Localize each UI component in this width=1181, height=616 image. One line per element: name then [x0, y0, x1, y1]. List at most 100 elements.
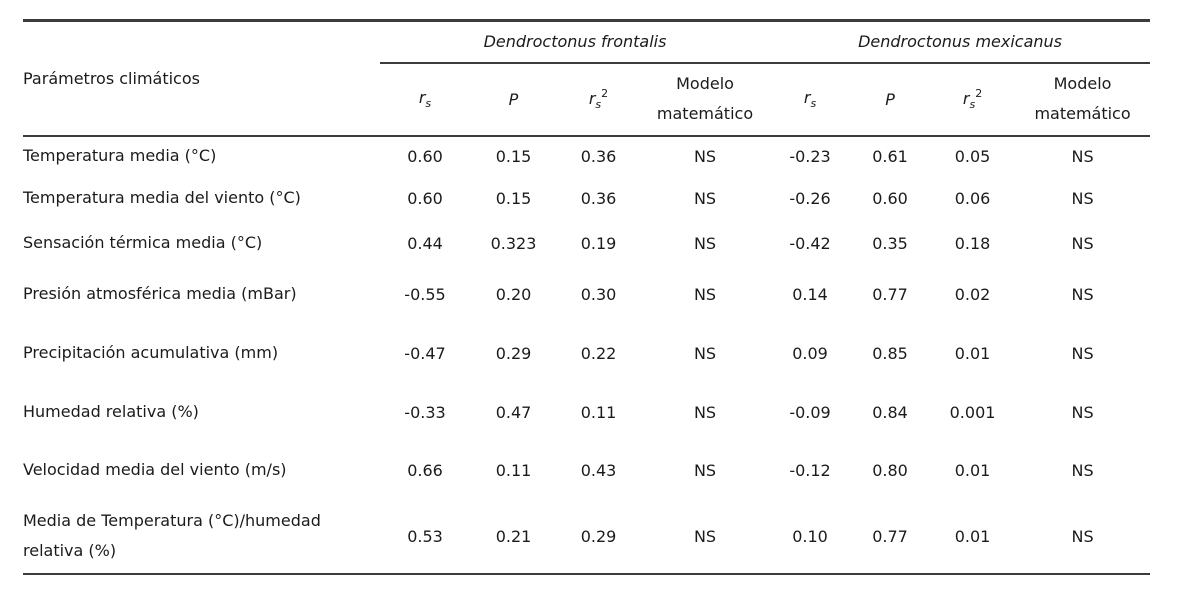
model-line2: matemático [656, 104, 754, 123]
table-row: Media de Temperatura (°C)/humedad relati… [23, 500, 1150, 574]
mexicanus-p-value: 0.35 [872, 233, 908, 253]
mexicanus-model-value: NS [1071, 460, 1094, 480]
header-rs-frontalis: rs [380, 62, 470, 137]
mexicanus-rs2-value: 0.18 [954, 233, 991, 253]
header-rs-mexicanus: rs [770, 62, 851, 137]
species-header-mexicanus: Dendroctonus mexicanus [770, 20, 1151, 64]
rs-symbol: rs [418, 87, 432, 111]
mexicanus-model-value: NS [1071, 285, 1094, 304]
frontalis-model-value: NS [693, 233, 717, 253]
row-label: Presión atmosférica media (mBar) [23, 284, 297, 304]
mexicanus-rs-value: 0.14 [792, 285, 828, 304]
frontalis-p-value: 0.15 [495, 188, 532, 208]
mexicanus-rs2-value: 0.01 [954, 526, 991, 546]
correlation-table: Parámetros climáticos Dendroctonus front… [23, 19, 1151, 575]
frontalis-rs2-value: 0.36 [580, 147, 617, 166]
param-column-header: Parámetros climáticos [23, 20, 380, 137]
mexicanus-p-value: 0.77 [872, 526, 908, 546]
table-row: Sensación térmica media (°C) 0.44 0.323 … [23, 220, 1150, 267]
row-label: Velocidad media del viento (m/s) [23, 459, 287, 479]
row-label: Precipitación acumulativa (mm) [23, 342, 279, 362]
frontalis-rs2-value: 0.30 [580, 285, 617, 304]
table-body: Temperatura media (°C) 0.60 0.15 0.36 NS… [23, 136, 1150, 574]
mexicanus-rs-value: -0.09 [789, 402, 831, 422]
frontalis-model-value: NS [693, 343, 717, 363]
frontalis-rs2-value: 0.22 [580, 343, 617, 363]
table-row: Temperatura media del viento (°C) 0.60 0… [23, 177, 1150, 220]
model-line1: Modelo [676, 73, 734, 93]
p-symbol: P [508, 89, 519, 109]
header-p-frontalis: P [470, 62, 557, 137]
frontalis-p-value: 0.21 [495, 526, 532, 546]
frontalis-p-value: 0.20 [495, 285, 532, 304]
frontalis-model-value: NS [693, 402, 717, 422]
frontalis-rs-value: 0.44 [407, 233, 443, 253]
mexicanus-model-value: NS [1071, 526, 1094, 546]
frontalis-model-value: NS [693, 147, 717, 166]
mexicanus-rs-value: -0.23 [789, 147, 831, 166]
stat-header-row: rs P rs2 Modelo matemático rs P rs2 Model… [23, 62, 1151, 137]
mexicanus-p-value: 0.80 [872, 460, 908, 480]
frontalis-model-value: NS [693, 188, 717, 208]
mexicanus-rs2-value: 0.001 [949, 402, 996, 422]
header-rs2-mexicanus: rs2 [930, 62, 1016, 137]
mexicanus-rs-value: 0.09 [792, 343, 828, 363]
mexicanus-rs2-value: 0.05 [954, 147, 991, 166]
mexicanus-p-value: 0.77 [872, 285, 908, 304]
mexicanus-model-value: NS [1071, 147, 1094, 166]
frontalis-p-value: 0.29 [495, 343, 532, 363]
frontalis-rs2-value: 0.19 [580, 233, 617, 253]
species-header-row: Parámetros climáticos Dendroctonus front… [23, 20, 1151, 137]
model-line1: Modelo [1053, 73, 1112, 93]
frontalis-p-value: 0.11 [495, 460, 532, 480]
mexicanus-p-value: 0.60 [872, 188, 908, 208]
mexicanus-model-value: NS [1071, 343, 1094, 363]
mexicanus-model-value: NS [1071, 402, 1094, 422]
mexicanus-p-value: 0.84 [872, 402, 908, 422]
table-row: Humedad relativa (%) -0.33 0.47 0.11 NS … [23, 384, 1150, 441]
row-label: Humedad relativa (%) [23, 401, 199, 421]
header-p-mexicanus: P [850, 62, 931, 137]
mexicanus-p-value: 0.61 [872, 147, 908, 166]
frontalis-model-value: NS [693, 285, 717, 304]
table-header: Parámetros climáticos Dendroctonus front… [23, 20, 1151, 137]
mexicanus-rs-value: -0.12 [789, 460, 831, 480]
frontalis-rs-value: -0.55 [404, 285, 446, 304]
frontalis-rs2-value: 0.11 [580, 402, 617, 422]
frontalis-p-value: 0.47 [495, 402, 532, 422]
frontalis-rs2-value: 0.29 [580, 526, 617, 546]
row-label: Sensación térmica media (°C) [23, 232, 263, 252]
row-label: Media de Temperatura (°C)/humedad relati… [23, 510, 321, 560]
mexicanus-p-value: 0.85 [872, 343, 908, 363]
frontalis-p-value: 0.323 [490, 233, 537, 253]
p-symbol: P [885, 89, 895, 109]
row-label: Temperatura media (°C) [23, 146, 217, 166]
table-row: Temperatura media (°C) 0.60 0.15 0.36 NS… [23, 136, 1150, 177]
mexicanus-model-value: NS [1071, 188, 1094, 208]
header-model-mexicanus: Modelo matemático [1015, 62, 1151, 137]
frontalis-p-value: 0.15 [495, 147, 532, 166]
row-label: Temperatura media del viento (°C) [23, 187, 301, 207]
model-line2: matemático [1034, 104, 1131, 123]
mexicanus-rs2-value: 0.02 [954, 285, 991, 304]
header-rs2-frontalis: rs2 [557, 62, 640, 137]
mexicanus-rs-value: 0.10 [792, 526, 828, 546]
frontalis-rs-value: -0.33 [404, 402, 446, 422]
header-model-frontalis: Modelo matemático [640, 62, 771, 137]
table-row: Precipitación acumulativa (mm) -0.47 0.2… [23, 323, 1150, 384]
mexicanus-rs2-value: 0.01 [954, 343, 991, 363]
rs-symbol: rs [803, 87, 817, 111]
frontalis-rs2-value: 0.43 [580, 460, 617, 480]
frontalis-rs-value: 0.53 [407, 526, 443, 546]
table-row: Presión atmosférica media (mBar) -0.55 0… [23, 267, 1150, 323]
rs2-symbol: rs [962, 88, 976, 111]
mexicanus-rs2-value: 0.01 [954, 460, 991, 480]
mexicanus-model-value: NS [1071, 233, 1094, 253]
frontalis-rs2-value: 0.36 [580, 188, 617, 208]
frontalis-model-value: NS [693, 526, 717, 546]
mexicanus-rs-value: -0.42 [789, 233, 831, 253]
frontalis-model-value: NS [693, 460, 717, 480]
species-header-frontalis: Dendroctonus frontalis [380, 20, 771, 64]
rs2-symbol: rs [588, 88, 602, 111]
mexicanus-rs-value: -0.26 [789, 188, 831, 208]
